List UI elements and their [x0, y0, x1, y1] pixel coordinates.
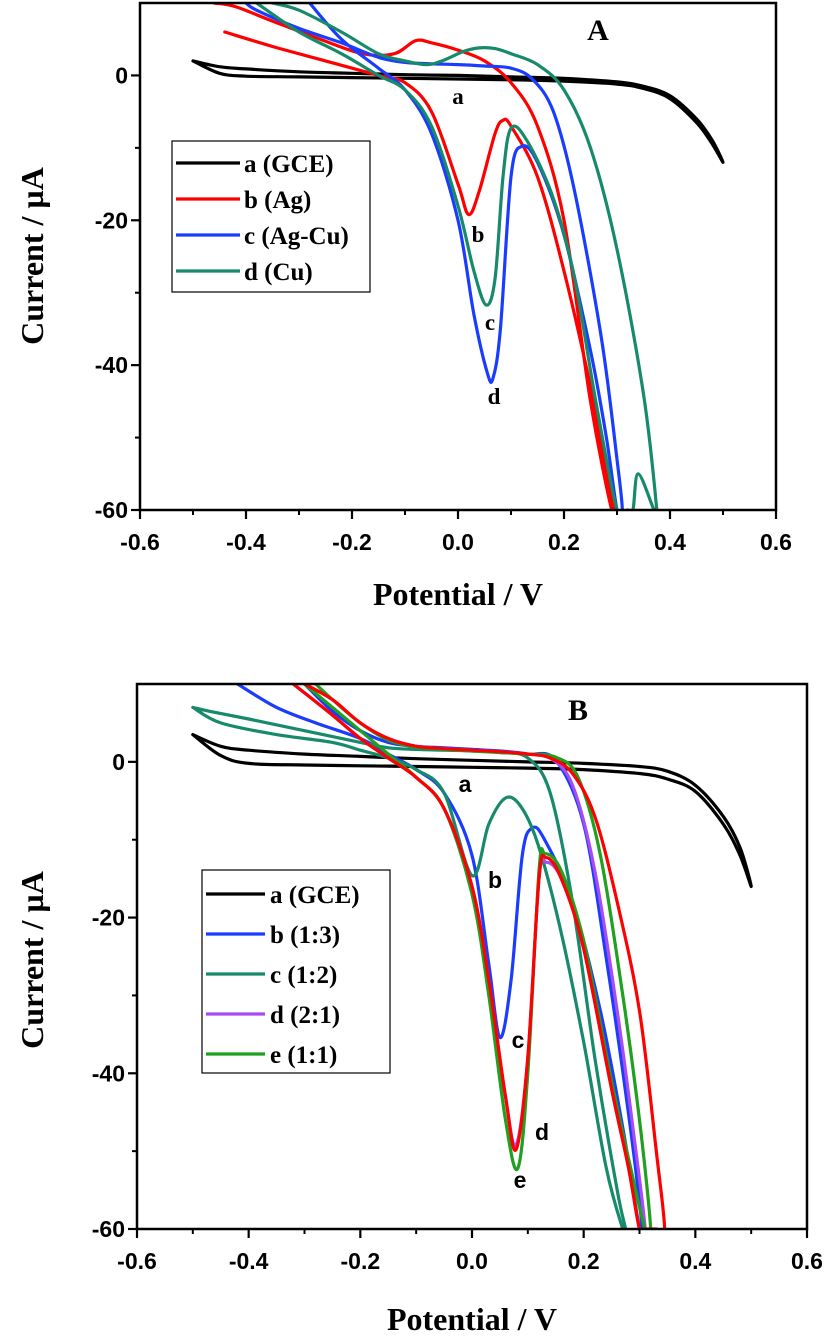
x-tick-label: -0.4 — [226, 529, 266, 555]
panel-a-curve-label-a: a — [452, 84, 464, 109]
panel-a-curves — [191, 3, 725, 510]
panel-b-legend: a (GCE) b (1:3) c (1:2) d (2:1) e (1:1) — [201, 869, 391, 1074]
x-tick-label: 0.6 — [791, 1248, 823, 1274]
panel-b-curve-label-b: b — [488, 867, 502, 893]
legend-entry: a (GCE) — [270, 882, 360, 909]
y-tick-label: -40 — [95, 352, 128, 378]
panel-b-curve-label-d: d — [535, 1119, 549, 1145]
panel-b-xlabel: Potential / V — [387, 1301, 557, 1337]
panel-a-xlabel: Potential / V — [373, 576, 543, 612]
panel-b-curve-label-e: e — [514, 1167, 527, 1193]
legend-entry: e (1:1) — [270, 1042, 337, 1069]
legend-entry: d (2:1) — [270, 1002, 340, 1029]
panel-b-series-a-gce — [191, 733, 753, 889]
panel-a-curve-label-d: d — [488, 384, 501, 409]
y-tick-label: -40 — [92, 1060, 125, 1086]
y-tick-label: -60 — [95, 497, 128, 523]
x-tick-label: 0.6 — [760, 529, 792, 555]
legend-entry: a (GCE) — [244, 151, 334, 178]
y-tick-label: -20 — [92, 905, 125, 931]
legend-entry: d (Cu) — [244, 259, 313, 286]
y-tick-label: 0 — [112, 749, 125, 775]
x-tick-label: 0.4 — [654, 529, 686, 555]
legend-entry: c (Ag-Cu) — [244, 223, 349, 250]
x-tick-label: -0.6 — [117, 1248, 157, 1274]
panel-a-curve-label-c: c — [485, 310, 495, 335]
panel-b-ticks: -0.6 -0.4 -0.2 0.0 0.2 0.4 0.6 0 -20 -40 -60 — [92, 749, 823, 1274]
panel-a-series-d-cu — [255, 3, 659, 510]
panel-b-curve-label-c: c — [512, 1027, 525, 1053]
panel-a: -0.6 -0.4 -0.2 0.0 0.2 0.4 0.6 0 -20 -40 -60 A Pot… — [14, 1, 792, 612]
panel-a-ylabel: Current / µA — [14, 167, 50, 345]
x-tick-label: -0.2 — [332, 529, 372, 555]
legend-entry: b (Ag) — [244, 187, 311, 214]
panel-a-legend-box — [171, 140, 371, 293]
panel-a-curve-label-b: b — [472, 222, 485, 247]
panel-a-title: A — [587, 14, 609, 47]
y-tick-label: -60 — [92, 1216, 125, 1242]
x-tick-label: 0.0 — [456, 1248, 488, 1274]
x-tick-label: 0.0 — [442, 529, 474, 555]
legend-entry: c (1:2) — [270, 962, 337, 989]
x-tick-label: 0.4 — [679, 1248, 711, 1274]
panel-a-series-b-ag — [212, 3, 619, 510]
panel-b-title: B — [568, 694, 588, 727]
y-tick-label: 0 — [115, 62, 128, 88]
legend-entry: b (1:3) — [270, 922, 340, 949]
x-tick-label: -0.2 — [341, 1248, 381, 1274]
panel-b-curve-label-a: a — [459, 771, 472, 797]
panel-a-ticks: -0.6 -0.4 -0.2 0.0 0.2 0.4 0.6 0 -20 -40 -60 — [95, 62, 792, 555]
panel-b-legend-box — [201, 869, 391, 1074]
x-tick-label: 0.2 — [548, 529, 580, 555]
panel-b-ylabel: Current / µA — [14, 871, 50, 1049]
x-tick-label: 0.2 — [568, 1248, 600, 1274]
x-tick-label: -0.6 — [120, 529, 160, 555]
panel-a-legend: a (GCE) b (Ag) c (Ag-Cu) d (Cu) — [171, 140, 371, 293]
panel-b: -0.6 -0.4 -0.2 0.0 0.2 0.4 0.6 0 -20 -40 -60 B Pot… — [14, 682, 823, 1337]
x-tick-label: -0.4 — [229, 1248, 269, 1274]
y-tick-label: -20 — [95, 207, 128, 233]
